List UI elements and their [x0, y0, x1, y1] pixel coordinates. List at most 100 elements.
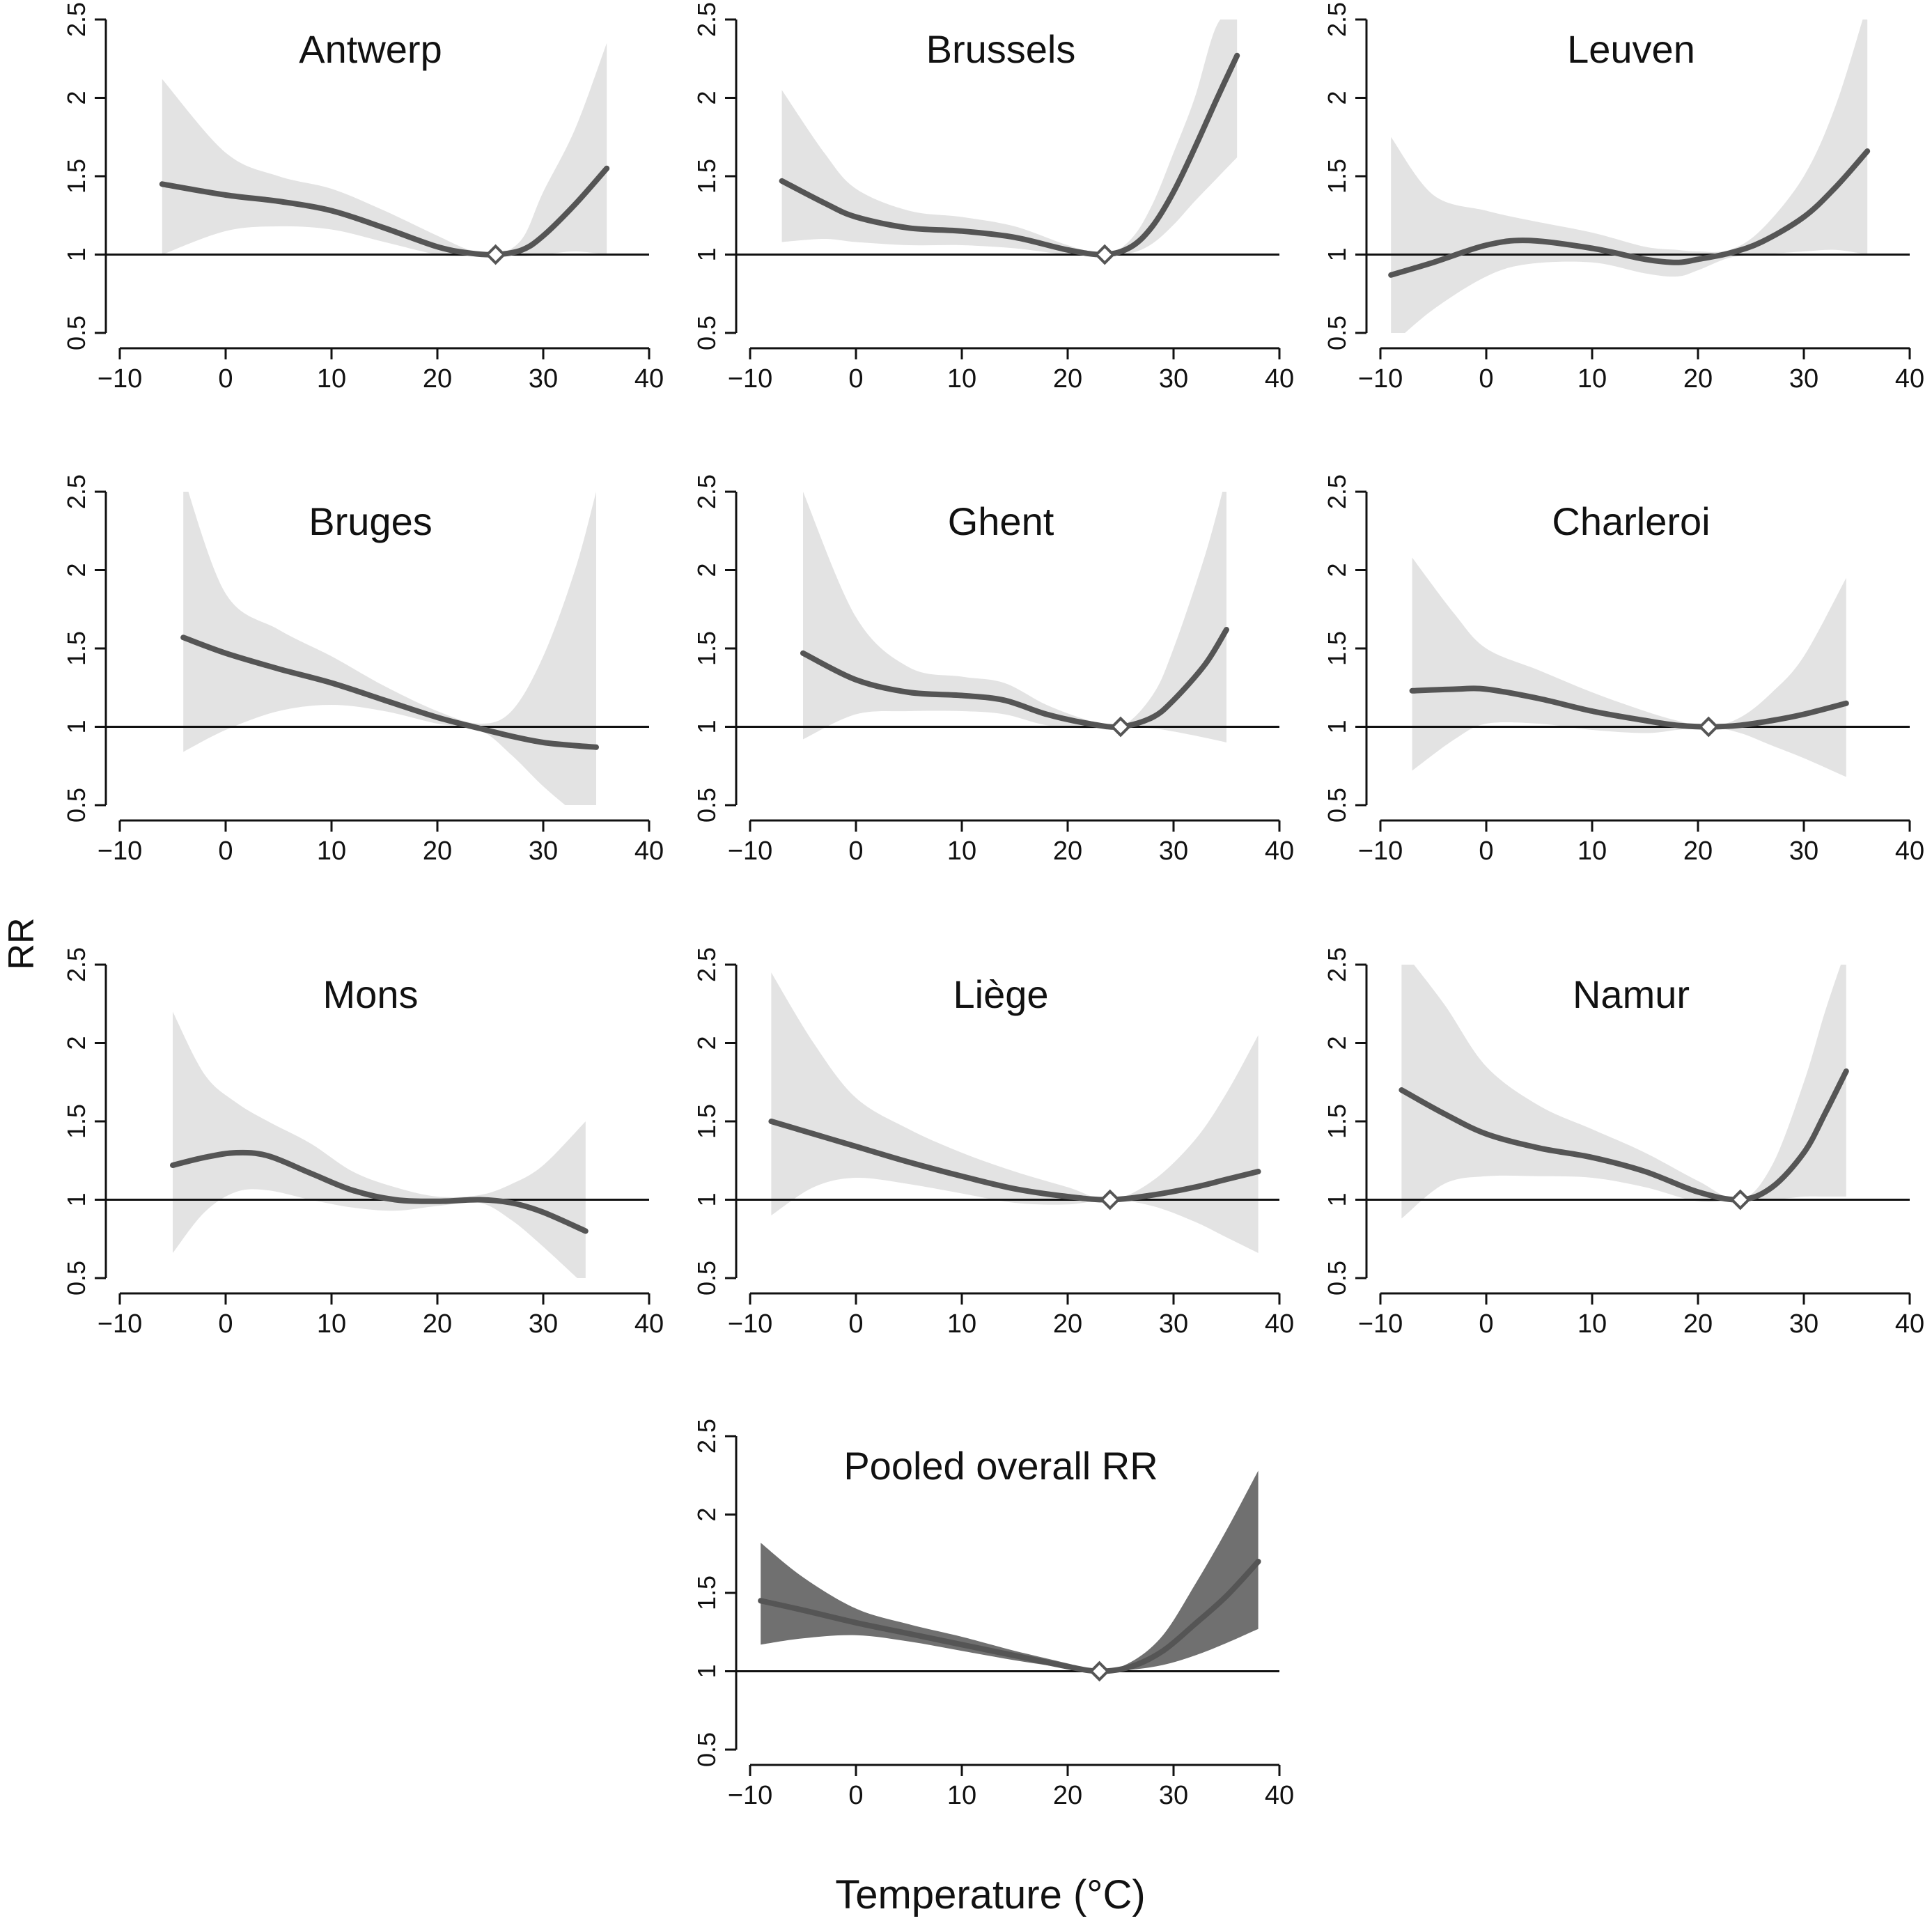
- y-tick-label: 1: [692, 247, 721, 261]
- x-tick-label: 10: [1577, 364, 1607, 394]
- y-tick-label: 2.5: [62, 2, 91, 37]
- x-tick-label: −10: [1358, 1309, 1403, 1339]
- y-tick-label: 2.5: [1323, 2, 1351, 37]
- y-tick-label: 1: [692, 719, 721, 733]
- confidence-band: [162, 42, 607, 256]
- confidence-band: [781, 20, 1238, 256]
- x-tick-label: 20: [423, 1309, 452, 1339]
- x-tick-label: 20: [1053, 836, 1082, 866]
- x-tick-label: 40: [1895, 836, 1924, 866]
- y-tick-label: 0.5: [692, 1261, 721, 1295]
- x-tick-label: 0: [848, 836, 863, 866]
- y-tick-label: 1: [1323, 1192, 1351, 1206]
- x-tick-label: 20: [1053, 1781, 1082, 1810]
- panel-title: Bruges: [309, 499, 432, 543]
- rr-curve: [170, 1149, 589, 1234]
- panel-title: Liège: [953, 972, 1048, 1016]
- x-tick-label: 0: [848, 1309, 863, 1339]
- x-tick-label: 0: [848, 1781, 863, 1810]
- y-tick-label: 2.5: [692, 947, 721, 982]
- y-tick-label: 2.5: [62, 947, 91, 982]
- confidence-band: [1412, 557, 1846, 777]
- x-tick-label: 30: [529, 836, 558, 866]
- y-tick-label: 1: [1323, 247, 1351, 261]
- rr-curve: [758, 1559, 1261, 1674]
- x-tick-label: 40: [634, 1309, 664, 1339]
- y-tick-label: 0.5: [1323, 316, 1351, 350]
- x-tick-label: 30: [1159, 1781, 1188, 1810]
- x-tick-label: 30: [1789, 364, 1818, 394]
- x-tick-label: 10: [947, 836, 976, 866]
- y-tick-label: 1.5: [692, 1575, 721, 1610]
- x-tick-label: 10: [317, 1309, 346, 1339]
- panel-namur: 0.5 1 1.5 2 2.5 −10 0 10 20 30 40 Namur: [1323, 947, 1924, 1339]
- rr-curve: [159, 165, 610, 258]
- panel-leuven: 0.5 1 1.5 2 2.5 −10 0 10 20 30 40 Leuven: [1323, 2, 1924, 394]
- y-tick-label: 2: [62, 563, 91, 577]
- y-tick-label: 1.5: [692, 631, 721, 666]
- y-tick-label: 1.5: [692, 159, 721, 194]
- panel-title: Brussels: [926, 27, 1076, 71]
- x-tick-label: 10: [317, 836, 346, 866]
- mmt-marker: [1089, 1660, 1110, 1682]
- x-tick-label: 0: [1479, 836, 1493, 866]
- y-tick-label: 1: [1323, 719, 1351, 733]
- x-tick-label: −10: [728, 1309, 772, 1339]
- x-tick-label: 30: [529, 364, 558, 394]
- x-tick-label: 0: [218, 1309, 233, 1339]
- y-tick-label: 0.5: [62, 316, 91, 350]
- x-tick-label: −10: [728, 1781, 772, 1810]
- panel-title: Ghent: [948, 499, 1054, 543]
- y-tick-label: 1.5: [62, 1104, 91, 1139]
- mmt-marker: [1094, 244, 1116, 265]
- y-tick-label: 1: [692, 1664, 721, 1678]
- y-tick-label: 1.5: [62, 159, 91, 194]
- y-tick-label: 0.5: [62, 1261, 91, 1295]
- panel-title: Namur: [1573, 972, 1690, 1016]
- panel-li-ge: 0.5 1 1.5 2 2.5 −10 0 10 20 30 40 Liège: [692, 947, 1294, 1339]
- y-tick-label: 2: [692, 1507, 721, 1521]
- panel-title: Pooled overall RR: [843, 1444, 1158, 1488]
- y-tick-label: 2: [62, 1036, 91, 1050]
- panel-ghent: 0.5 1 1.5 2 2.5 −10 0 10 20 30 40 Ghent: [692, 474, 1294, 866]
- x-tick-label: 20: [423, 836, 452, 866]
- confidence-band: [771, 972, 1259, 1253]
- x-tick-label: 0: [1479, 1309, 1493, 1339]
- x-tick-label: 40: [1895, 1309, 1924, 1339]
- panel-charleroi: 0.5 1 1.5 2 2.5 −10 0 10 20 30 40 Charleroi: [1323, 474, 1924, 866]
- x-tick-label: 40: [1265, 364, 1294, 394]
- x-tick-label: 0: [1479, 364, 1493, 394]
- x-tick-label: 40: [634, 836, 664, 866]
- y-tick-label: 1: [692, 1192, 721, 1206]
- y-tick-label: 2: [1323, 563, 1351, 577]
- x-tick-label: −10: [98, 836, 142, 866]
- y-tick-label: 2: [62, 91, 91, 104]
- x-tick-label: −10: [1358, 364, 1403, 394]
- x-tick-label: 20: [1683, 836, 1713, 866]
- confidence-band: [803, 492, 1226, 742]
- y-tick-label: 1.5: [62, 631, 91, 666]
- panels: 0.511.522.5−10 0 10 20 30 40Antwerp0.511.522.…: [62, 2, 1924, 1810]
- rr-curve: [180, 635, 599, 750]
- x-tick-label: −10: [728, 364, 772, 394]
- rr-curve: [1388, 148, 1871, 278]
- x-tick-label: 20: [423, 364, 452, 394]
- x-tick-label: 10: [317, 364, 346, 394]
- panel-title: Mons: [323, 972, 419, 1016]
- x-tick-label: 40: [634, 364, 664, 394]
- x-tick-label: 0: [218, 836, 233, 866]
- y-tick-label: 2: [1323, 1036, 1351, 1050]
- panel-brussels: 0.5 1 1.5 2 2.5 −10 0 10 20 30 40 Brussels: [692, 2, 1294, 394]
- x-tick-label: −10: [98, 364, 142, 394]
- x-tick-label: 0: [848, 364, 863, 394]
- y-tick-label: 1: [62, 247, 91, 261]
- y-axis-label: RR: [1, 917, 42, 970]
- y-tick-label: 1.5: [692, 1104, 721, 1139]
- y-tick-label: 1.5: [1323, 1104, 1351, 1139]
- x-tick-label: 20: [1053, 364, 1082, 394]
- x-tick-label: 30: [1159, 836, 1188, 866]
- y-tick-label: 1.5: [1323, 631, 1351, 666]
- y-tick-label: 2.5: [62, 474, 91, 509]
- rr-curve: [768, 1119, 1261, 1203]
